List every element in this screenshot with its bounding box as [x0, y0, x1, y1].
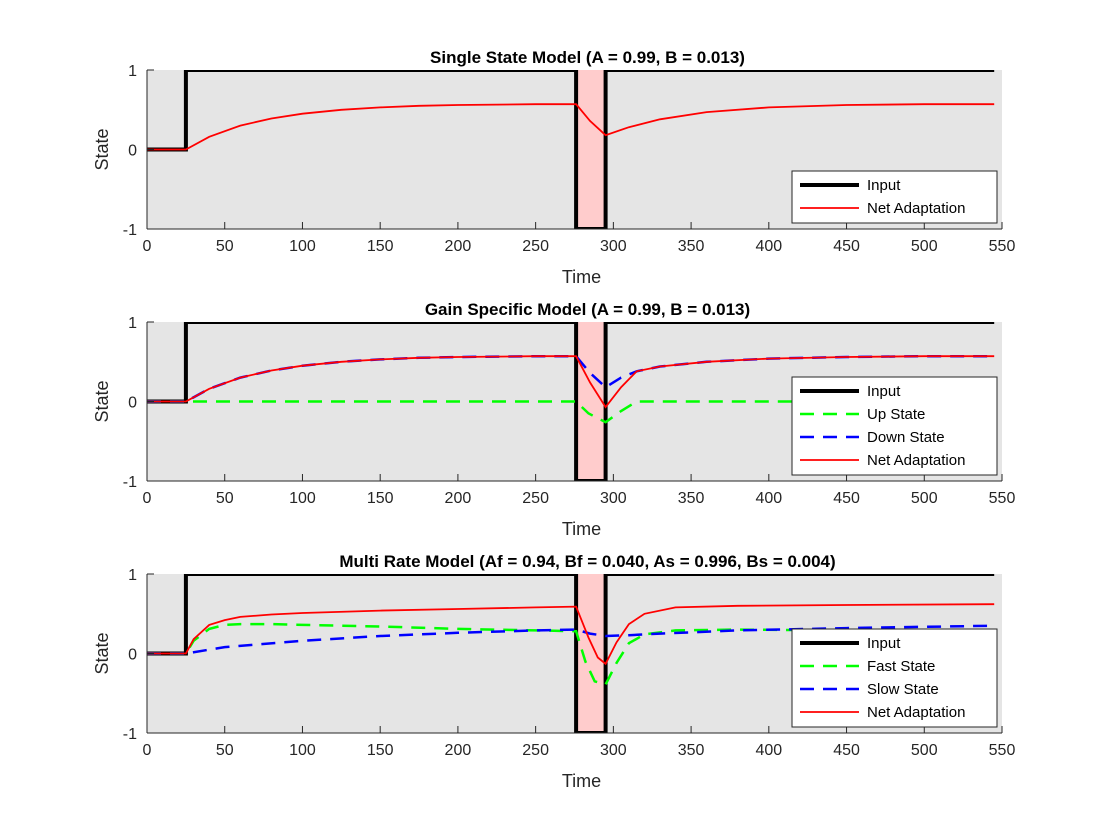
x-tick-label: 400 — [755, 238, 782, 255]
x-tick-label: 400 — [755, 742, 782, 759]
x-tick-label: 350 — [678, 238, 705, 255]
series-line-up-state — [147, 400, 995, 424]
x-tick-label: 450 — [833, 742, 860, 759]
x-tick-label: 250 — [522, 238, 549, 255]
chart-panel-1: 0 50 100 150 200 250 300 350 400 450 500 550 -1 0 1 Sin… — [92, 48, 1015, 287]
x-tick-label: 550 — [989, 742, 1016, 759]
x-tick-label: 200 — [445, 742, 472, 759]
chart-panel-2: 0 50 100 150 200 250 300 350 400 450 500 550 -1 0 1 Gai… — [92, 300, 1015, 539]
x-tick-label: 100 — [289, 490, 316, 507]
legend-box — [791, 170, 998, 224]
x-tick-label: 400 — [755, 490, 782, 507]
y-axis-label: State — [92, 128, 112, 170]
y-axis-label: State — [92, 632, 112, 674]
x-tick-label: 450 — [833, 490, 860, 507]
x-tick-label: 100 — [289, 742, 316, 759]
legend-label: Net Adaptation — [867, 452, 965, 469]
x-tick-label: 350 — [678, 490, 705, 507]
legend-label: Input — [867, 635, 901, 652]
legend-label: Input — [867, 383, 901, 400]
x-tick-label: 250 — [522, 742, 549, 759]
x-tick-label: 500 — [911, 238, 938, 255]
series-line-input — [147, 574, 995, 733]
y-tick-label: 1 — [128, 315, 137, 332]
legend-label: Down State — [867, 429, 945, 446]
legend-label: Net Adaptation — [867, 200, 965, 217]
series-group — [147, 322, 995, 481]
y-tick-label: -1 — [123, 474, 137, 491]
y-tick-label: 1 — [128, 63, 137, 80]
legend: Input Up State Down State Net Adaptation — [791, 376, 998, 476]
shaded-interval — [576, 70, 606, 229]
x-tick-label: 0 — [143, 490, 152, 507]
chart-panel-3: 0 50 100 150 200 250 300 350 400 450 500 550 -1 0 1 Mul… — [92, 552, 1015, 791]
y-tick-label: 0 — [128, 647, 137, 664]
series-group — [147, 574, 995, 733]
x-tick-label: 150 — [367, 490, 394, 507]
x-tick-label: 150 — [367, 742, 394, 759]
y-tick-label: 0 — [128, 395, 137, 412]
series-line-input — [147, 70, 995, 229]
x-tick-label: 200 — [445, 238, 472, 255]
shaded-interval — [576, 574, 606, 733]
y-tick-label: 1 — [128, 567, 137, 584]
series-group — [147, 70, 995, 229]
x-tick-label: 0 — [143, 742, 152, 759]
x-tick-label: 200 — [445, 490, 472, 507]
x-tick-label: 50 — [216, 742, 234, 759]
shaded-interval — [576, 322, 606, 481]
x-tick-label: 500 — [911, 490, 938, 507]
x-axis-label: Time — [562, 771, 601, 791]
legend: Input Fast State Slow State Net Adaptation — [791, 628, 998, 728]
x-axis-label: Time — [562, 519, 601, 539]
x-tick-label: 300 — [600, 490, 627, 507]
chart-title: Single State Model (A = 0.99, B = 0.013) — [430, 48, 745, 67]
x-tick-label: 150 — [367, 238, 394, 255]
legend-label: Input — [867, 177, 901, 194]
legend-box — [791, 376, 998, 476]
y-tick-label: -1 — [123, 726, 137, 743]
legend-label: Fast State — [867, 658, 935, 675]
x-tick-label: 550 — [989, 490, 1016, 507]
series-line-input — [147, 322, 995, 481]
chart-title: Gain Specific Model (A = 0.99, B = 0.013… — [425, 300, 750, 319]
chart-title: Multi Rate Model (Af = 0.94, Bf = 0.040,… — [339, 552, 835, 571]
x-tick-label: 50 — [216, 238, 234, 255]
series-line-net-adaptation — [147, 355, 995, 409]
series-line-net-adaptation — [147, 103, 995, 151]
y-tick-label: -1 — [123, 222, 137, 239]
legend-label: Up State — [867, 406, 925, 423]
y-tick-label: 0 — [128, 143, 137, 160]
x-axis-label: Time — [562, 267, 601, 287]
x-tick-label: 0 — [143, 238, 152, 255]
legend-box — [791, 628, 998, 728]
x-tick-label: 300 — [600, 742, 627, 759]
series-line-slow-state — [147, 624, 995, 655]
legend-label: Slow State — [867, 681, 939, 698]
x-tick-label: 550 — [989, 238, 1016, 255]
series-line-net-adaptation — [147, 603, 995, 666]
x-tick-label: 300 — [600, 238, 627, 255]
x-tick-label: 500 — [911, 742, 938, 759]
x-tick-label: 350 — [678, 742, 705, 759]
x-tick-label: 50 — [216, 490, 234, 507]
y-axis-label: State — [92, 380, 112, 422]
x-tick-label: 100 — [289, 238, 316, 255]
x-tick-label: 250 — [522, 490, 549, 507]
legend-label: Net Adaptation — [867, 704, 965, 721]
x-tick-label: 450 — [833, 238, 860, 255]
legend: Input Net Adaptation — [791, 170, 998, 224]
